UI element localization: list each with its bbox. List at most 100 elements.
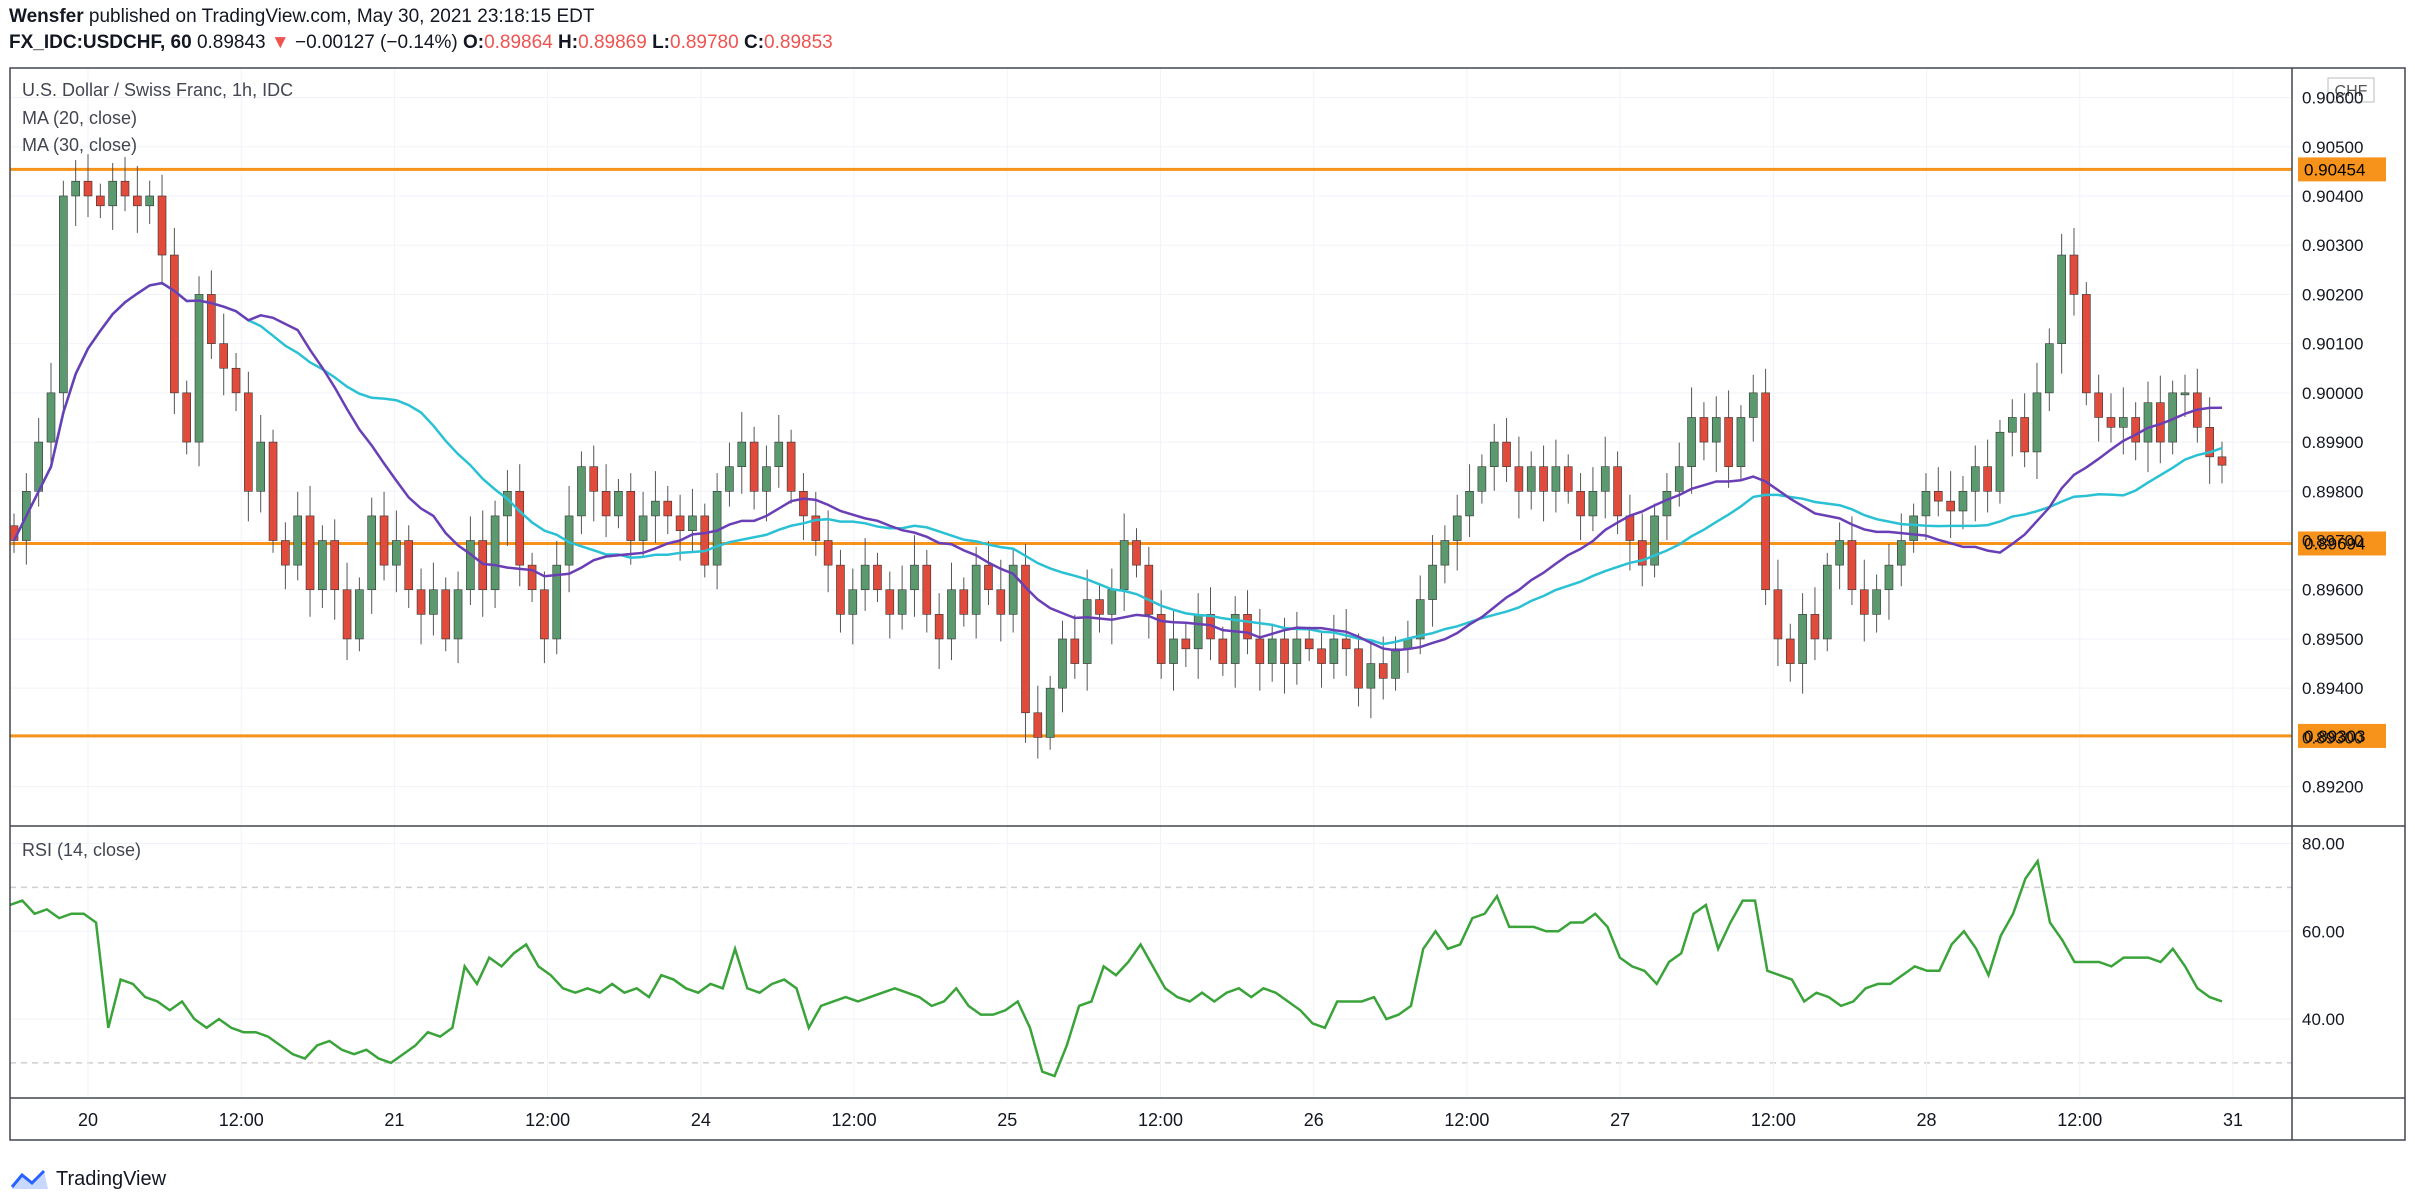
candle-body: [1822, 564, 1832, 640]
candle-body: [1193, 614, 1203, 650]
candle-body: [651, 500, 660, 517]
symbol-label: FX_IDC:USDCHF, 60: [9, 32, 192, 53]
candle-body: [984, 564, 993, 591]
candle-body: [786, 441, 796, 492]
time-tick-label: 31: [2223, 1110, 2243, 1130]
legend-main: U.S. Dollar / Swiss Franc, 1h, IDC: [22, 80, 294, 100]
candle-body: [2217, 456, 2227, 466]
candle-body: [1304, 638, 1314, 650]
close-label: C:: [743, 32, 765, 53]
candle-body: [675, 515, 685, 531]
candle-body: [1280, 638, 1289, 664]
candle-body: [922, 564, 932, 615]
close-value: 0.89853: [764, 32, 833, 53]
outer-border: [9, 67, 2406, 1141]
candle-body: [157, 195, 167, 256]
level-price-tag: [2298, 531, 2386, 556]
author-name[interactable]: Wensfer: [9, 6, 84, 27]
candle-body: [1514, 466, 1524, 492]
time-tick-label: 26: [1304, 1110, 1324, 1130]
candle-body: [404, 540, 414, 591]
rsi-tick-label: 40.00: [2302, 1010, 2345, 1029]
candle-body: [1477, 466, 1487, 492]
candle-body: [342, 589, 352, 640]
brand-label: TradingView: [56, 1168, 167, 1190]
candle-body: [934, 614, 944, 640]
candle-body: [601, 490, 611, 517]
candle-body: [1995, 431, 2005, 492]
candle-body: [774, 441, 784, 467]
candle-body: [330, 540, 340, 591]
candle-body: [1946, 500, 1955, 512]
candle-body: [1896, 540, 1906, 566]
candle-body: [1502, 441, 1511, 467]
candle-body: [1391, 648, 1400, 679]
level-price-tag: [2298, 723, 2386, 748]
candle-body: [367, 515, 377, 591]
candle-body: [1366, 663, 1376, 689]
candle-body: [1835, 540, 1844, 566]
candle-body: [1132, 540, 1141, 566]
currency-label: CHF: [2335, 83, 2368, 100]
candle-body: [2106, 417, 2116, 428]
candle-body: [663, 500, 673, 517]
candle-body: [219, 343, 228, 369]
candle-body: [1983, 466, 1992, 492]
price-tick-label: 0.90200: [2302, 285, 2363, 304]
candlestick-series: [9, 154, 2227, 759]
candle-body: [453, 589, 463, 640]
candle-body: [466, 540, 475, 591]
candle-body: [823, 540, 833, 566]
candle-body: [2082, 294, 2091, 394]
tradingview-logo-icon: [10, 1169, 48, 1189]
candle-body: [1613, 466, 1622, 517]
candle-body: [416, 589, 426, 615]
rsi-line: [9, 857, 2223, 1078]
candle-body: [1872, 589, 1881, 615]
candle-body: [996, 589, 1006, 615]
candle-body: [1551, 466, 1561, 492]
candle-body: [2045, 343, 2054, 394]
candle-body: [1428, 564, 1437, 600]
candle-body: [1625, 515, 1635, 541]
candle-body: [1884, 564, 1894, 591]
price-tick-label: 0.90000: [2302, 384, 2363, 403]
candle-body: [182, 392, 191, 443]
candle-body: [2180, 392, 2190, 396]
candle-body: [1489, 441, 1499, 467]
candle-body: [1921, 490, 1931, 517]
price-tick-label: 0.90100: [2302, 335, 2363, 354]
tradingview-brand[interactable]: TradingView: [10, 1168, 166, 1191]
candle-body: [688, 515, 697, 531]
axes: 0.89200 0.89300 0.89400 0.89500 0.89600 0.897…: [78, 89, 2363, 1130]
price-tick-label: 0.90600: [2302, 89, 2363, 108]
candle-body: [1576, 490, 1585, 517]
candle-body: [1317, 648, 1326, 664]
publish-header: Wensfer published on TradingView.com, Ma…: [9, 6, 594, 28]
candle-body: [133, 195, 142, 207]
price-tick-label: 0.89300: [2302, 728, 2363, 747]
candle-body: [1650, 515, 1659, 566]
time-tick-label: 12:00: [1444, 1110, 1489, 1130]
candle-body: [281, 540, 290, 566]
ma30-line: [12, 281, 2223, 646]
level-price-label: 0.90454: [2304, 160, 2365, 179]
candle-body: [2020, 417, 2029, 453]
rsi-tick-label: 80.00: [2302, 835, 2345, 854]
candle-body: [83, 180, 93, 197]
candle-body: [355, 589, 364, 640]
candle-body: [527, 564, 537, 591]
price-tick-label: 0.90400: [2302, 187, 2363, 206]
candle-body: [1255, 638, 1265, 664]
candle-body: [1563, 466, 1573, 492]
price-tick-label: 0.89200: [2302, 778, 2363, 797]
candle-body: [318, 540, 327, 591]
candle-body: [1958, 490, 1968, 512]
candle-body: [860, 564, 870, 591]
moving-averages: [12, 281, 2223, 652]
candle-body: [2131, 417, 2140, 443]
candle-body: [589, 466, 599, 492]
legend-ma30: MA (30, close): [22, 135, 138, 155]
candle-body: [1341, 638, 1351, 650]
